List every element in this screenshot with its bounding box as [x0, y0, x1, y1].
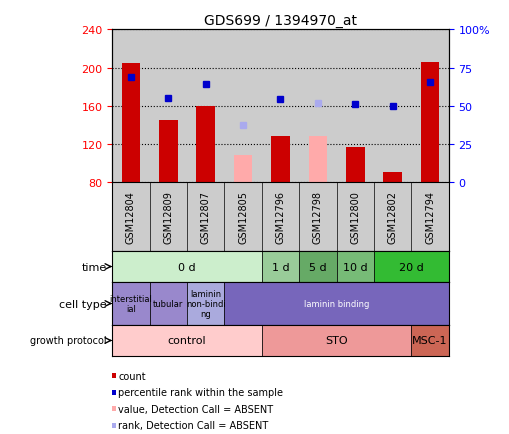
Text: control: control	[167, 336, 206, 345]
Bar	[261, 30, 299, 182]
Bar	[149, 30, 187, 182]
Bar	[373, 252, 448, 282]
Bar	[112, 326, 261, 356]
Title: GDS699 / 1394970_at: GDS699 / 1394970_at	[204, 14, 356, 28]
Bar	[261, 252, 299, 282]
Text: STO: STO	[325, 336, 347, 345]
Bar	[149, 182, 187, 252]
Bar	[411, 182, 448, 252]
Text: GSM12794: GSM12794	[425, 191, 434, 243]
Bar	[224, 182, 261, 252]
Bar	[261, 182, 299, 252]
Bar	[112, 282, 149, 326]
Text: 10 d: 10 d	[343, 262, 367, 272]
Bar	[308, 137, 327, 182]
Text: value, Detection Call = ABSENT: value, Detection Call = ABSENT	[118, 404, 273, 414]
Text: MSC-1: MSC-1	[412, 336, 447, 345]
Text: 5 d: 5 d	[308, 262, 326, 272]
Text: percentile rank within the sample: percentile rank within the sample	[118, 388, 283, 397]
Bar	[224, 30, 261, 182]
Text: 20 d: 20 d	[398, 262, 423, 272]
Bar	[299, 30, 336, 182]
Text: laminin binding: laminin binding	[303, 299, 369, 308]
Text: laminin
non-bindi
ng: laminin non-bindi ng	[185, 289, 225, 319]
Text: GSM12798: GSM12798	[313, 191, 322, 243]
Bar	[112, 252, 261, 282]
Bar	[187, 30, 224, 182]
Bar	[420, 62, 439, 182]
Bar	[336, 252, 373, 282]
Bar	[149, 282, 187, 326]
Text: GSM12802: GSM12802	[387, 191, 397, 243]
Text: 0 d: 0 d	[178, 262, 195, 272]
Bar	[299, 252, 336, 282]
Bar	[383, 173, 401, 182]
Text: 1 d: 1 d	[271, 262, 289, 272]
Bar	[112, 30, 149, 182]
Text: interstitial
ial: interstitial ial	[109, 294, 152, 313]
Bar	[299, 182, 336, 252]
Text: GSM12796: GSM12796	[275, 191, 285, 243]
Bar	[159, 121, 177, 182]
Bar	[411, 326, 448, 356]
Bar	[261, 326, 411, 356]
Bar	[233, 156, 252, 182]
Bar	[187, 182, 224, 252]
Text: rank, Detection Call = ABSENT: rank, Detection Call = ABSENT	[118, 421, 268, 430]
Text: GSM12805: GSM12805	[238, 191, 247, 243]
Text: GSM12809: GSM12809	[163, 191, 173, 243]
Bar	[187, 282, 224, 326]
Bar	[411, 30, 448, 182]
Text: count: count	[118, 371, 146, 381]
Bar	[112, 182, 149, 252]
Bar	[345, 148, 364, 182]
Text: time: time	[81, 262, 107, 272]
Text: tubular: tubular	[153, 299, 183, 308]
Text: GSM12807: GSM12807	[201, 191, 210, 243]
Bar	[336, 30, 373, 182]
Text: growth protocol: growth protocol	[31, 336, 107, 345]
Bar	[336, 182, 373, 252]
Bar	[196, 106, 215, 182]
Bar	[373, 182, 411, 252]
Bar	[224, 282, 448, 326]
Bar	[373, 30, 411, 182]
Text: cell type: cell type	[60, 299, 107, 309]
Text: GSM12800: GSM12800	[350, 191, 359, 243]
Bar	[121, 64, 140, 182]
Bar	[271, 137, 289, 182]
Text: GSM12804: GSM12804	[126, 191, 135, 243]
